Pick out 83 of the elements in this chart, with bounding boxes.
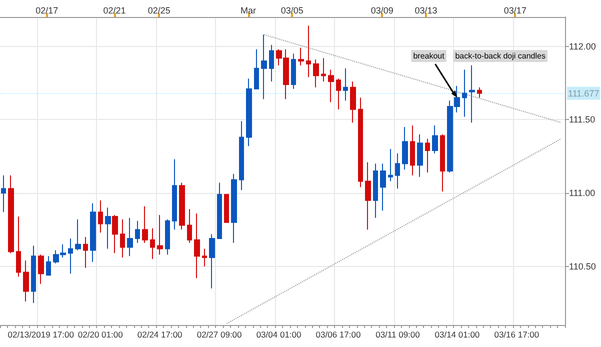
candlestick bbox=[254, 48, 259, 90]
text: 02/17 bbox=[36, 6, 58, 16]
candlestick bbox=[23, 260, 29, 302]
candlestick bbox=[105, 207, 111, 250]
candlestick bbox=[31, 245, 36, 304]
candlestick bbox=[373, 163, 378, 218]
candlestick bbox=[194, 213, 200, 279]
x-tick-label: 02/13/2019 17:00 bbox=[8, 330, 74, 340]
text: 03/09 bbox=[370, 6, 394, 16]
y-tick-label: 111.50 bbox=[569, 114, 596, 125]
candlestick bbox=[395, 152, 400, 190]
text: 02/25 bbox=[148, 6, 170, 16]
candlestick bbox=[388, 148, 393, 182]
candlestick bbox=[187, 208, 192, 244]
candlestick bbox=[336, 78, 341, 110]
candlestick bbox=[150, 228, 155, 260]
candlestick bbox=[306, 25, 311, 78]
candlestick bbox=[469, 64, 475, 124]
candlestick bbox=[350, 81, 356, 124]
candlestick bbox=[172, 158, 177, 230]
candlestick bbox=[165, 218, 170, 256]
y-tick-label: 110.50 bbox=[569, 261, 596, 272]
candlestick bbox=[127, 217, 133, 257]
text: 03/05 bbox=[280, 6, 304, 16]
candlestick bbox=[432, 125, 438, 154]
candlestick bbox=[477, 86, 482, 98]
candlestick bbox=[68, 238, 73, 274]
candlestick bbox=[83, 236, 88, 268]
candlestick bbox=[16, 216, 21, 278]
candlestick bbox=[120, 218, 125, 258]
candlestick bbox=[1, 174, 6, 213]
candlestick bbox=[202, 248, 207, 267]
candlestick bbox=[142, 206, 148, 244]
text: 03/13 bbox=[414, 6, 438, 16]
candlestick bbox=[365, 162, 371, 230]
y-tick-label: 112.00 bbox=[569, 41, 596, 52]
candlestick bbox=[8, 174, 14, 254]
candlestick bbox=[98, 200, 103, 234]
candlestick bbox=[417, 134, 423, 178]
x-tick-label: 03/14 01:00 bbox=[434, 330, 480, 340]
candlestick bbox=[135, 220, 140, 244]
candlestick bbox=[328, 69, 334, 103]
candlestick bbox=[313, 59, 319, 88]
candlestick bbox=[343, 68, 348, 102]
candlestick bbox=[209, 234, 215, 289]
candlestick bbox=[231, 173, 237, 244]
annotation: breakout bbox=[413, 52, 446, 60]
candlestick bbox=[462, 69, 467, 118]
text: 03/17 bbox=[504, 6, 526, 16]
ref-line-label: 111.677 bbox=[568, 88, 600, 98]
x-tick-label: 03/16 17:00 bbox=[494, 330, 540, 340]
candlestick bbox=[38, 254, 44, 284]
x-tick-label: 02/20 01:00 bbox=[78, 330, 124, 340]
candlestick bbox=[239, 120, 244, 191]
candlestick bbox=[380, 163, 386, 212]
candlestick bbox=[358, 97, 363, 188]
x-tick-label: 02/24 17:00 bbox=[137, 330, 183, 340]
x-tick-label: 03/06 17:00 bbox=[316, 330, 361, 340]
candlestick bbox=[298, 47, 304, 66]
candlestick bbox=[402, 126, 408, 170]
candlestick bbox=[291, 53, 296, 90]
x-tick-label: 02/27 09:00 bbox=[196, 330, 242, 340]
candlestick bbox=[410, 125, 415, 176]
y-tick-label: 111.00 bbox=[569, 188, 596, 198]
candlestick bbox=[261, 34, 267, 100]
candlestick bbox=[157, 214, 163, 256]
candlestick bbox=[217, 182, 222, 239]
text: 02/21 bbox=[103, 6, 126, 16]
candlestick bbox=[269, 44, 274, 82]
x-tick-label: 03/04 01:00 bbox=[256, 330, 302, 340]
candlestick bbox=[246, 78, 252, 147]
annotation: back-to-back doji candles bbox=[455, 52, 546, 60]
candlestick bbox=[179, 182, 185, 230]
x-tick-label: 03/11 09:00 bbox=[376, 330, 420, 340]
candlestick bbox=[321, 58, 326, 82]
text: Mar bbox=[240, 6, 256, 16]
candlestick bbox=[75, 218, 81, 251]
candlestick bbox=[46, 256, 51, 276]
candlestick bbox=[425, 138, 430, 173]
candlestick bbox=[440, 134, 445, 192]
candlestick bbox=[90, 202, 96, 262]
candlestick bbox=[224, 194, 229, 223]
candlestick bbox=[112, 214, 118, 254]
